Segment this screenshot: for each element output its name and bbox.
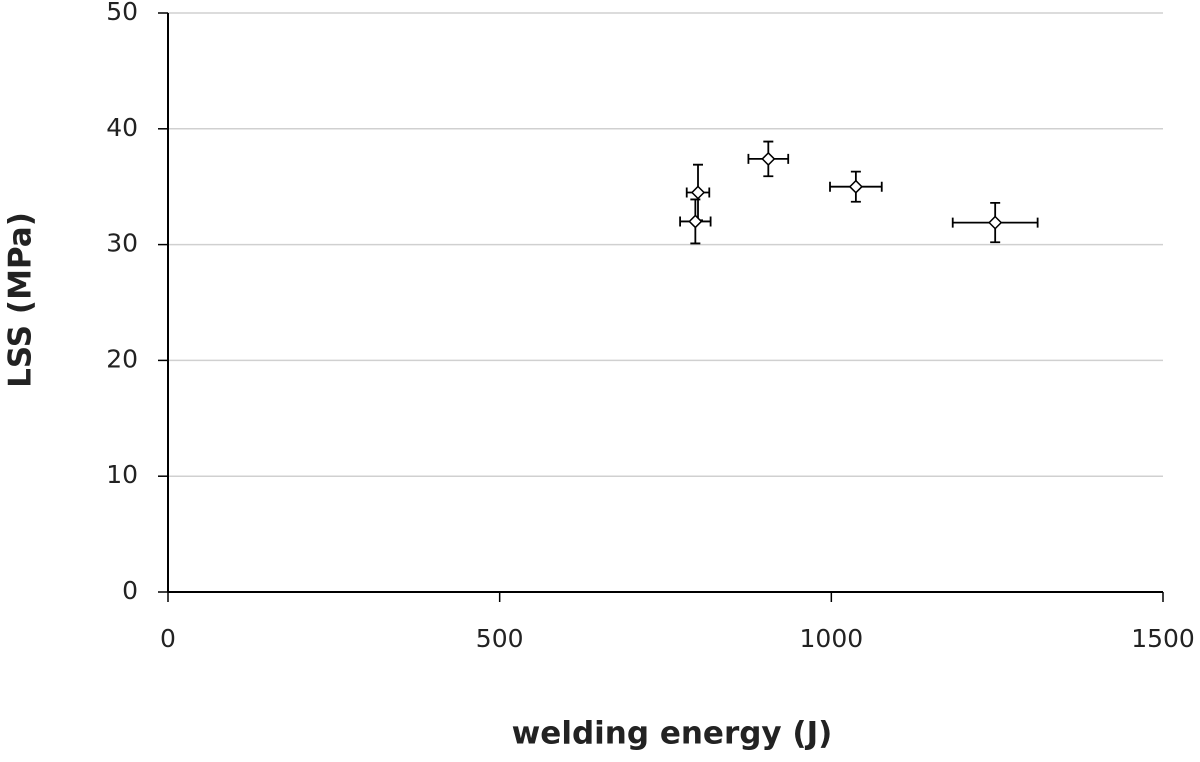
y-tick-label: 10 xyxy=(106,460,138,489)
y-axis-title: LSS (MPa) xyxy=(3,212,39,388)
point xyxy=(761,151,776,166)
x-tick-label: 1000 xyxy=(800,624,864,653)
x-tick-label: 1500 xyxy=(1131,624,1195,653)
x-axis-title: welding energy (J) xyxy=(512,716,833,752)
y-tick-label: 0 xyxy=(122,576,138,605)
y-tick-label: 20 xyxy=(106,344,138,373)
x-tick-label: 500 xyxy=(476,624,524,653)
y-tick-label: 50 xyxy=(106,0,138,26)
y-tick-label: 40 xyxy=(106,113,138,142)
x-tick-label: 0 xyxy=(160,624,176,653)
point xyxy=(848,179,863,194)
point xyxy=(688,214,703,229)
point xyxy=(988,215,1003,230)
point xyxy=(690,185,706,200)
y-tick-label: 30 xyxy=(106,229,138,258)
